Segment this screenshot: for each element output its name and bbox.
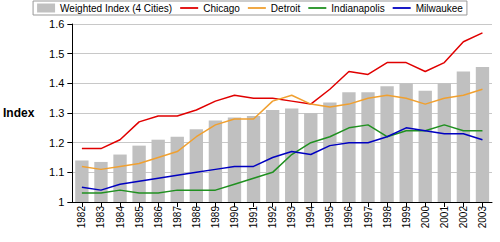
svg-text:2001: 2001	[439, 206, 450, 229]
svg-text:1.6: 1.6	[49, 18, 64, 30]
svg-text:1.2: 1.2	[49, 137, 64, 149]
svg-text:1990: 1990	[229, 206, 240, 229]
svg-text:Milwaukee: Milwaukee	[416, 3, 464, 14]
svg-text:Chicago: Chicago	[203, 3, 240, 14]
svg-text:2000: 2000	[420, 206, 431, 229]
svg-text:1.5: 1.5	[49, 48, 64, 60]
svg-text:1.3: 1.3	[49, 107, 64, 119]
svg-text:Detroit: Detroit	[271, 3, 301, 14]
svg-text:1985: 1985	[134, 206, 145, 229]
svg-text:1993: 1993	[286, 206, 297, 229]
svg-text:1997: 1997	[363, 206, 374, 229]
svg-text:Indianapolis: Indianapolis	[331, 3, 384, 14]
svg-text:1984: 1984	[115, 206, 126, 229]
svg-text:1.4: 1.4	[49, 77, 64, 89]
svg-text:Weighted Index (4 Cities): Weighted Index (4 Cities)	[60, 3, 172, 14]
svg-text:1989: 1989	[210, 206, 221, 229]
svg-text:2003: 2003	[477, 206, 488, 229]
svg-text:1: 1	[58, 196, 64, 208]
svg-text:1995: 1995	[324, 206, 335, 229]
svg-text:1986: 1986	[153, 206, 164, 229]
svg-text:1982: 1982	[76, 206, 87, 229]
svg-text:1991: 1991	[248, 206, 259, 229]
svg-text:1983: 1983	[95, 206, 106, 229]
svg-text:1994: 1994	[305, 206, 316, 229]
svg-text:2002: 2002	[458, 206, 469, 229]
svg-text:1992: 1992	[267, 206, 278, 229]
svg-text:1987: 1987	[172, 206, 183, 229]
svg-text:1996: 1996	[343, 206, 354, 229]
svg-text:1998: 1998	[382, 206, 393, 229]
svg-text:Index: Index	[3, 106, 35, 120]
svg-text:1999: 1999	[401, 206, 412, 229]
svg-text:1988: 1988	[191, 206, 202, 229]
svg-text:1.1: 1.1	[49, 166, 64, 178]
